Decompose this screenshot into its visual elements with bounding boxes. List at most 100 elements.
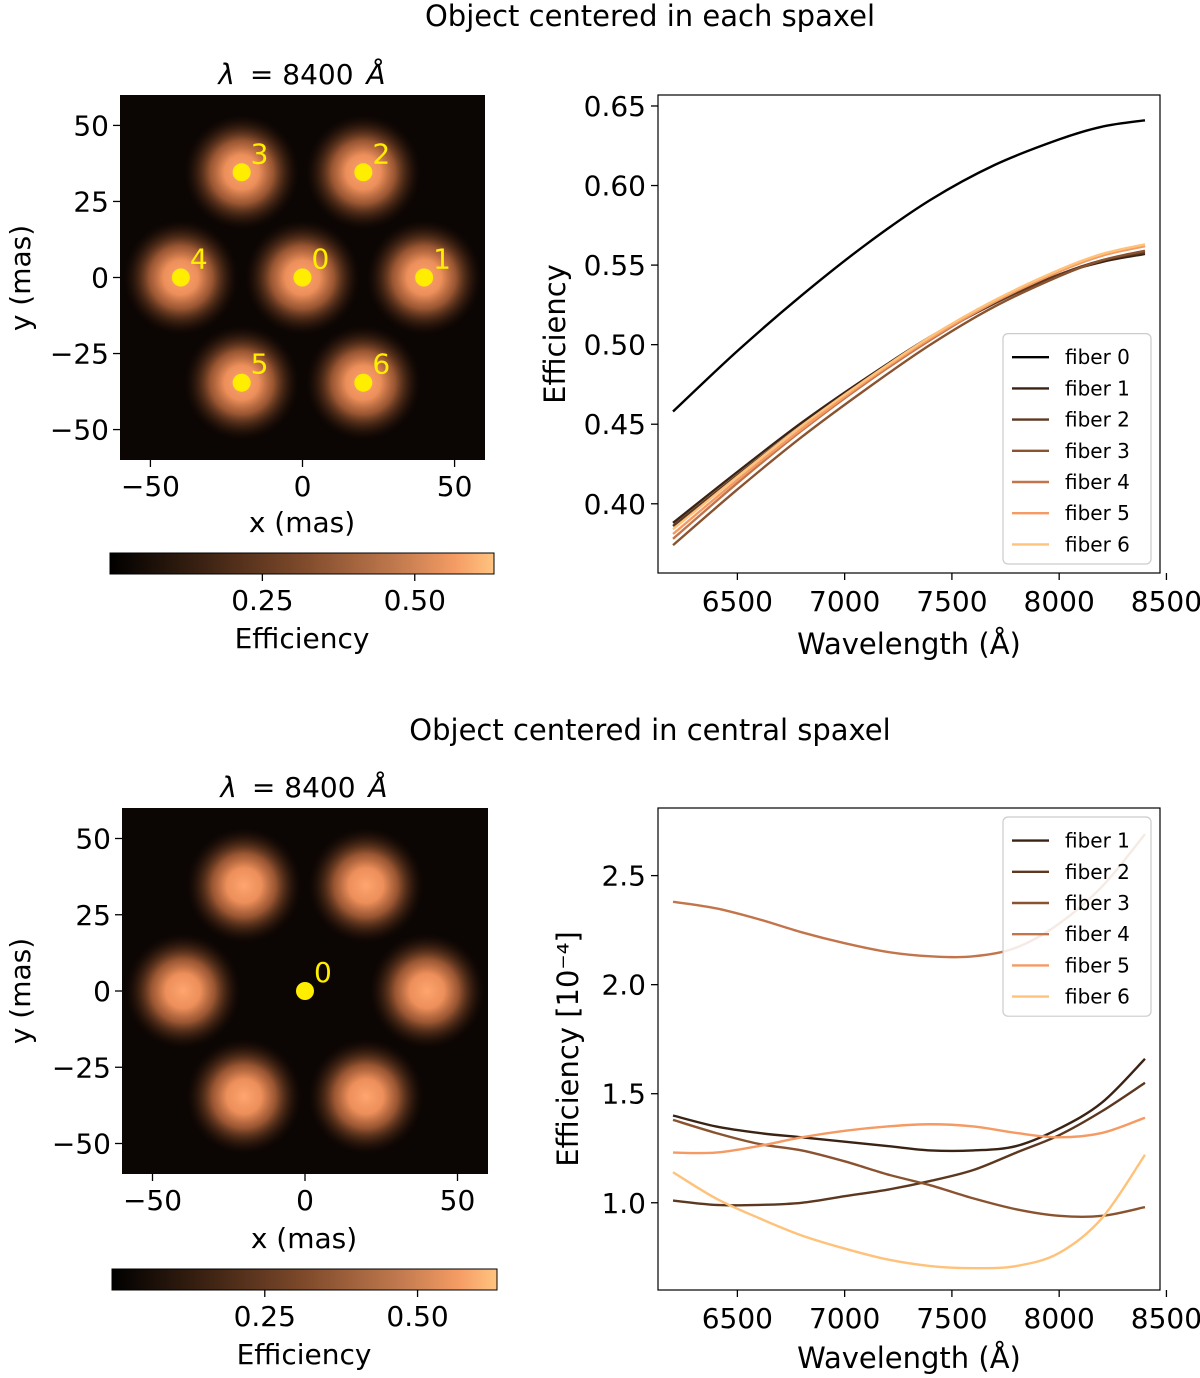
top-psf-title-value: = 8400 (250, 58, 354, 91)
bottom-psf-title-unit: Å (366, 770, 387, 804)
top-psf-spots (123, 114, 482, 441)
fiber-marker-1 (415, 268, 434, 287)
x-tick-label: 6500 (702, 585, 773, 618)
legend-entry: fiber 4 (1065, 922, 1130, 946)
bottom-lines-panel: 6500 7000 7500 8000 8500 1.0 1.5 2.0 2.5 fiber 1… (551, 807, 1200, 1375)
x-tick-label: 7500 (916, 1302, 987, 1335)
fiber-marker-2 (354, 163, 373, 182)
y-tick-label: 0.45 (584, 408, 646, 441)
fiber-marker-0 (293, 268, 312, 287)
y-tick-label: 1.0 (601, 1187, 646, 1220)
legend-entry: fiber 6 (1065, 985, 1130, 1009)
bottom-lines-legend: fiber 1 fiber 2 fiber 3 fiber 4 fiber 5 fiber… (1002, 816, 1152, 1017)
x-tick-label: 0 (294, 470, 312, 503)
top-psf-title-symbol: λ (216, 58, 235, 91)
y-tick-label: 0.60 (584, 170, 646, 203)
bottom-psf-markers: 0 (296, 956, 332, 1000)
legend-entry: fiber 2 (1065, 860, 1130, 884)
top-psf-xlabel: x (mas) (249, 506, 355, 539)
top-colorbar-label: Efficiency (235, 622, 370, 655)
top-lines-axes: 6500 7000 7500 8000 8500 0.40 0.45 0.50 0.55 0.60… (584, 90, 1200, 618)
top-colorbar (109, 552, 495, 575)
series-line-fiber-1 (672, 1057, 1146, 1153)
series-line-fiber-6 (672, 243, 1146, 531)
legend-entry: fiber 1 (1065, 376, 1130, 400)
x-tick-label: 8500 (1131, 1302, 1200, 1335)
y-tick-label: 2.0 (601, 969, 646, 1002)
top-lines-legend: fiber 0 fiber 1 fiber 2 fiber 3 fiber 4 fiber… (1002, 333, 1152, 565)
bottom-colorbar-ticks: 0.25 0.50 (234, 1290, 449, 1333)
bottom-lines-xlabel: Wavelength (Å) (797, 1341, 1021, 1375)
bottom-lines-ylabel: Efficiency [10⁻⁴] (551, 931, 585, 1166)
legend-entry: fiber 3 (1065, 439, 1130, 463)
fiber-marker-label-4: 4 (190, 243, 208, 276)
top-psf-ylabel: y (mas) (4, 225, 37, 331)
x-tick-label: 8000 (1024, 1302, 1095, 1335)
top-lines-plot-area (657, 94, 1161, 574)
bottom-lines-axes: 6500 7000 7500 8000 8500 1.0 1.5 2.0 2.5 (601, 860, 1200, 1335)
series-line-fiber-5 (672, 244, 1146, 535)
y-tick-label: −25 (50, 338, 109, 371)
fiber-marker-label-3: 3 (251, 137, 269, 170)
fiber-marker-label-2: 2 (372, 137, 390, 170)
bottom-psf-title-symbol: λ (218, 771, 237, 804)
fiber-marker-label-5: 5 (251, 348, 269, 381)
top-lines-xlabel: Wavelength (Å) (797, 627, 1021, 661)
bottom-psf-xlabel: x (mas) (251, 1222, 357, 1255)
y-tick-label: 0.50 (584, 329, 646, 362)
x-tick-label: 7000 (809, 1302, 880, 1335)
fiber-marker-label-6: 6 (372, 348, 390, 381)
top-psf-markers: 0 1 2 3 4 5 6 (171, 137, 451, 392)
psf-spot-2 (308, 827, 424, 944)
legend-entry: fiber 5 (1065, 953, 1130, 977)
x-tick-label: 8500 (1131, 585, 1200, 618)
legend-entry: fiber 5 (1065, 501, 1130, 525)
y-tick-label: 25 (75, 899, 111, 932)
top-psf-title-unit: Å (364, 57, 385, 91)
fiber-marker-label-0: 0 (314, 956, 332, 989)
colorbar-tick-label: 0.50 (384, 584, 446, 617)
bottom-psf-title: λ = 8400 Å (218, 770, 387, 804)
bottom-psf-ylabel: y (mas) (4, 938, 37, 1044)
series-line-fiber-0 (672, 119, 1146, 413)
y-tick-label: 50 (75, 823, 111, 856)
bottom-psf-title-value: = 8400 (252, 771, 356, 804)
x-tick-label: 50 (437, 470, 473, 503)
y-tick-label: −50 (52, 1128, 111, 1161)
top-psf-title: λ = 8400 Å (216, 57, 385, 91)
psf-spot-1 (369, 933, 485, 1049)
psf-spot-5 (186, 1038, 302, 1155)
legend-box (1002, 333, 1152, 565)
psf-spot-4 (125, 933, 241, 1049)
y-tick-label: −25 (52, 1051, 111, 1084)
x-tick-label: 7500 (916, 585, 987, 618)
x-tick-label: 6500 (702, 1302, 773, 1335)
colorbar-tick-label: 0.25 (234, 1300, 296, 1333)
x-tick-label: 8000 (1024, 585, 1095, 618)
bottom-psf-axes: −50 0 50 −50 −25 0 25 50 (52, 823, 475, 1218)
legend-entry: fiber 2 (1065, 408, 1130, 432)
bottom-psf-spots (125, 827, 485, 1155)
fiber-marker-label-1: 1 (433, 243, 451, 276)
x-tick-label: 50 (440, 1184, 476, 1217)
series-line-fiber-3 (672, 249, 1146, 547)
series-line-fiber-5 (673, 1116, 1146, 1155)
legend-entry: fiber 4 (1065, 470, 1130, 494)
fiber-marker-3 (232, 163, 251, 182)
y-tick-label: 0.65 (584, 90, 646, 123)
legend-entry: fiber 3 (1065, 891, 1130, 915)
bottom-figure-title: Object centered in central spaxel (409, 713, 890, 747)
top-figure-title: Object centered in each spaxel (425, 0, 875, 33)
top-psf-panel: λ = 8400 Å 0 1 2 3 4 5 6 −50 0 50 −50 −25 0 25 50 x (… (4, 57, 495, 655)
series-line-fiber-6 (672, 1154, 1146, 1270)
colorbar-tick-label: 0.50 (386, 1300, 448, 1333)
bottom-colorbar-label: Efficiency (237, 1338, 372, 1371)
psf-spot-6 (308, 1038, 424, 1155)
y-tick-label: 0 (91, 262, 109, 295)
y-tick-label: 0.40 (584, 488, 646, 521)
fiber-marker-6 (354, 373, 373, 392)
x-tick-label: −50 (121, 470, 180, 503)
colorbar-tick-label: 0.25 (231, 584, 293, 617)
